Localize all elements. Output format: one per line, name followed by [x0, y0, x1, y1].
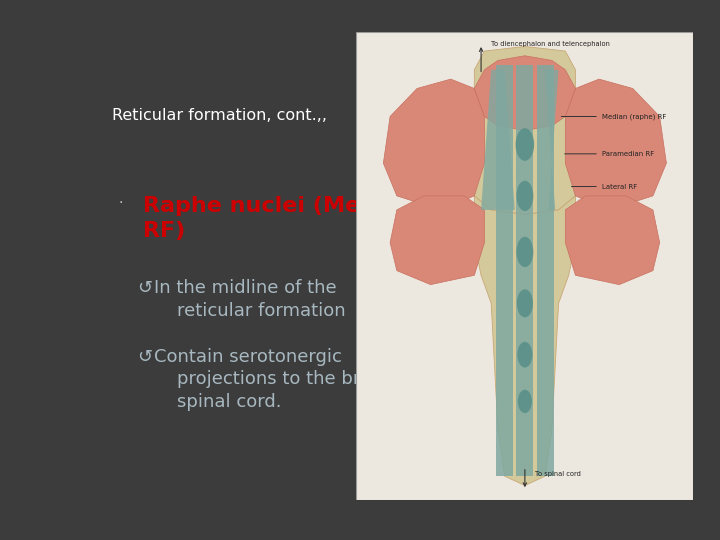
- Polygon shape: [545, 70, 559, 210]
- Text: ·: ·: [119, 196, 123, 210]
- Ellipse shape: [518, 390, 532, 413]
- Polygon shape: [383, 79, 485, 210]
- Ellipse shape: [517, 342, 533, 368]
- Ellipse shape: [516, 128, 534, 161]
- Polygon shape: [469, 65, 648, 210]
- Text: To diencephalon and telencephalon: To diencephalon and telencephalon: [491, 41, 610, 47]
- Text: ↺: ↺: [138, 279, 153, 297]
- Polygon shape: [565, 79, 667, 210]
- Text: Median (raphe) RF: Median (raphe) RF: [603, 113, 667, 120]
- Polygon shape: [536, 65, 554, 476]
- Polygon shape: [474, 46, 575, 214]
- Text: Paramedian RF: Paramedian RF: [603, 151, 654, 157]
- Text: Lateral RF: Lateral RF: [603, 184, 638, 190]
- Polygon shape: [390, 196, 485, 285]
- Ellipse shape: [516, 181, 534, 211]
- Polygon shape: [496, 65, 513, 476]
- Polygon shape: [474, 56, 575, 131]
- FancyBboxPatch shape: [356, 32, 693, 500]
- Text: In the midline of the
    reticular formation: In the midline of the reticular formatio…: [154, 279, 346, 320]
- Polygon shape: [565, 196, 660, 285]
- Ellipse shape: [516, 237, 534, 267]
- Ellipse shape: [517, 289, 533, 318]
- Text: Contain serotonergic
    projections to the brain and
    spinal cord.: Contain serotonergic projections to the …: [154, 348, 428, 411]
- Text: ↺: ↺: [138, 348, 153, 366]
- Polygon shape: [516, 65, 534, 476]
- Polygon shape: [474, 196, 575, 485]
- Polygon shape: [481, 70, 515, 210]
- Text: To spinal cord: To spinal cord: [535, 471, 581, 477]
- Text: Reticular formation, cont.,,: Reticular formation, cont.,,: [112, 109, 328, 124]
- Text: Raphe nuclei (Median
RF): Raphe nuclei (Median RF): [143, 196, 415, 241]
